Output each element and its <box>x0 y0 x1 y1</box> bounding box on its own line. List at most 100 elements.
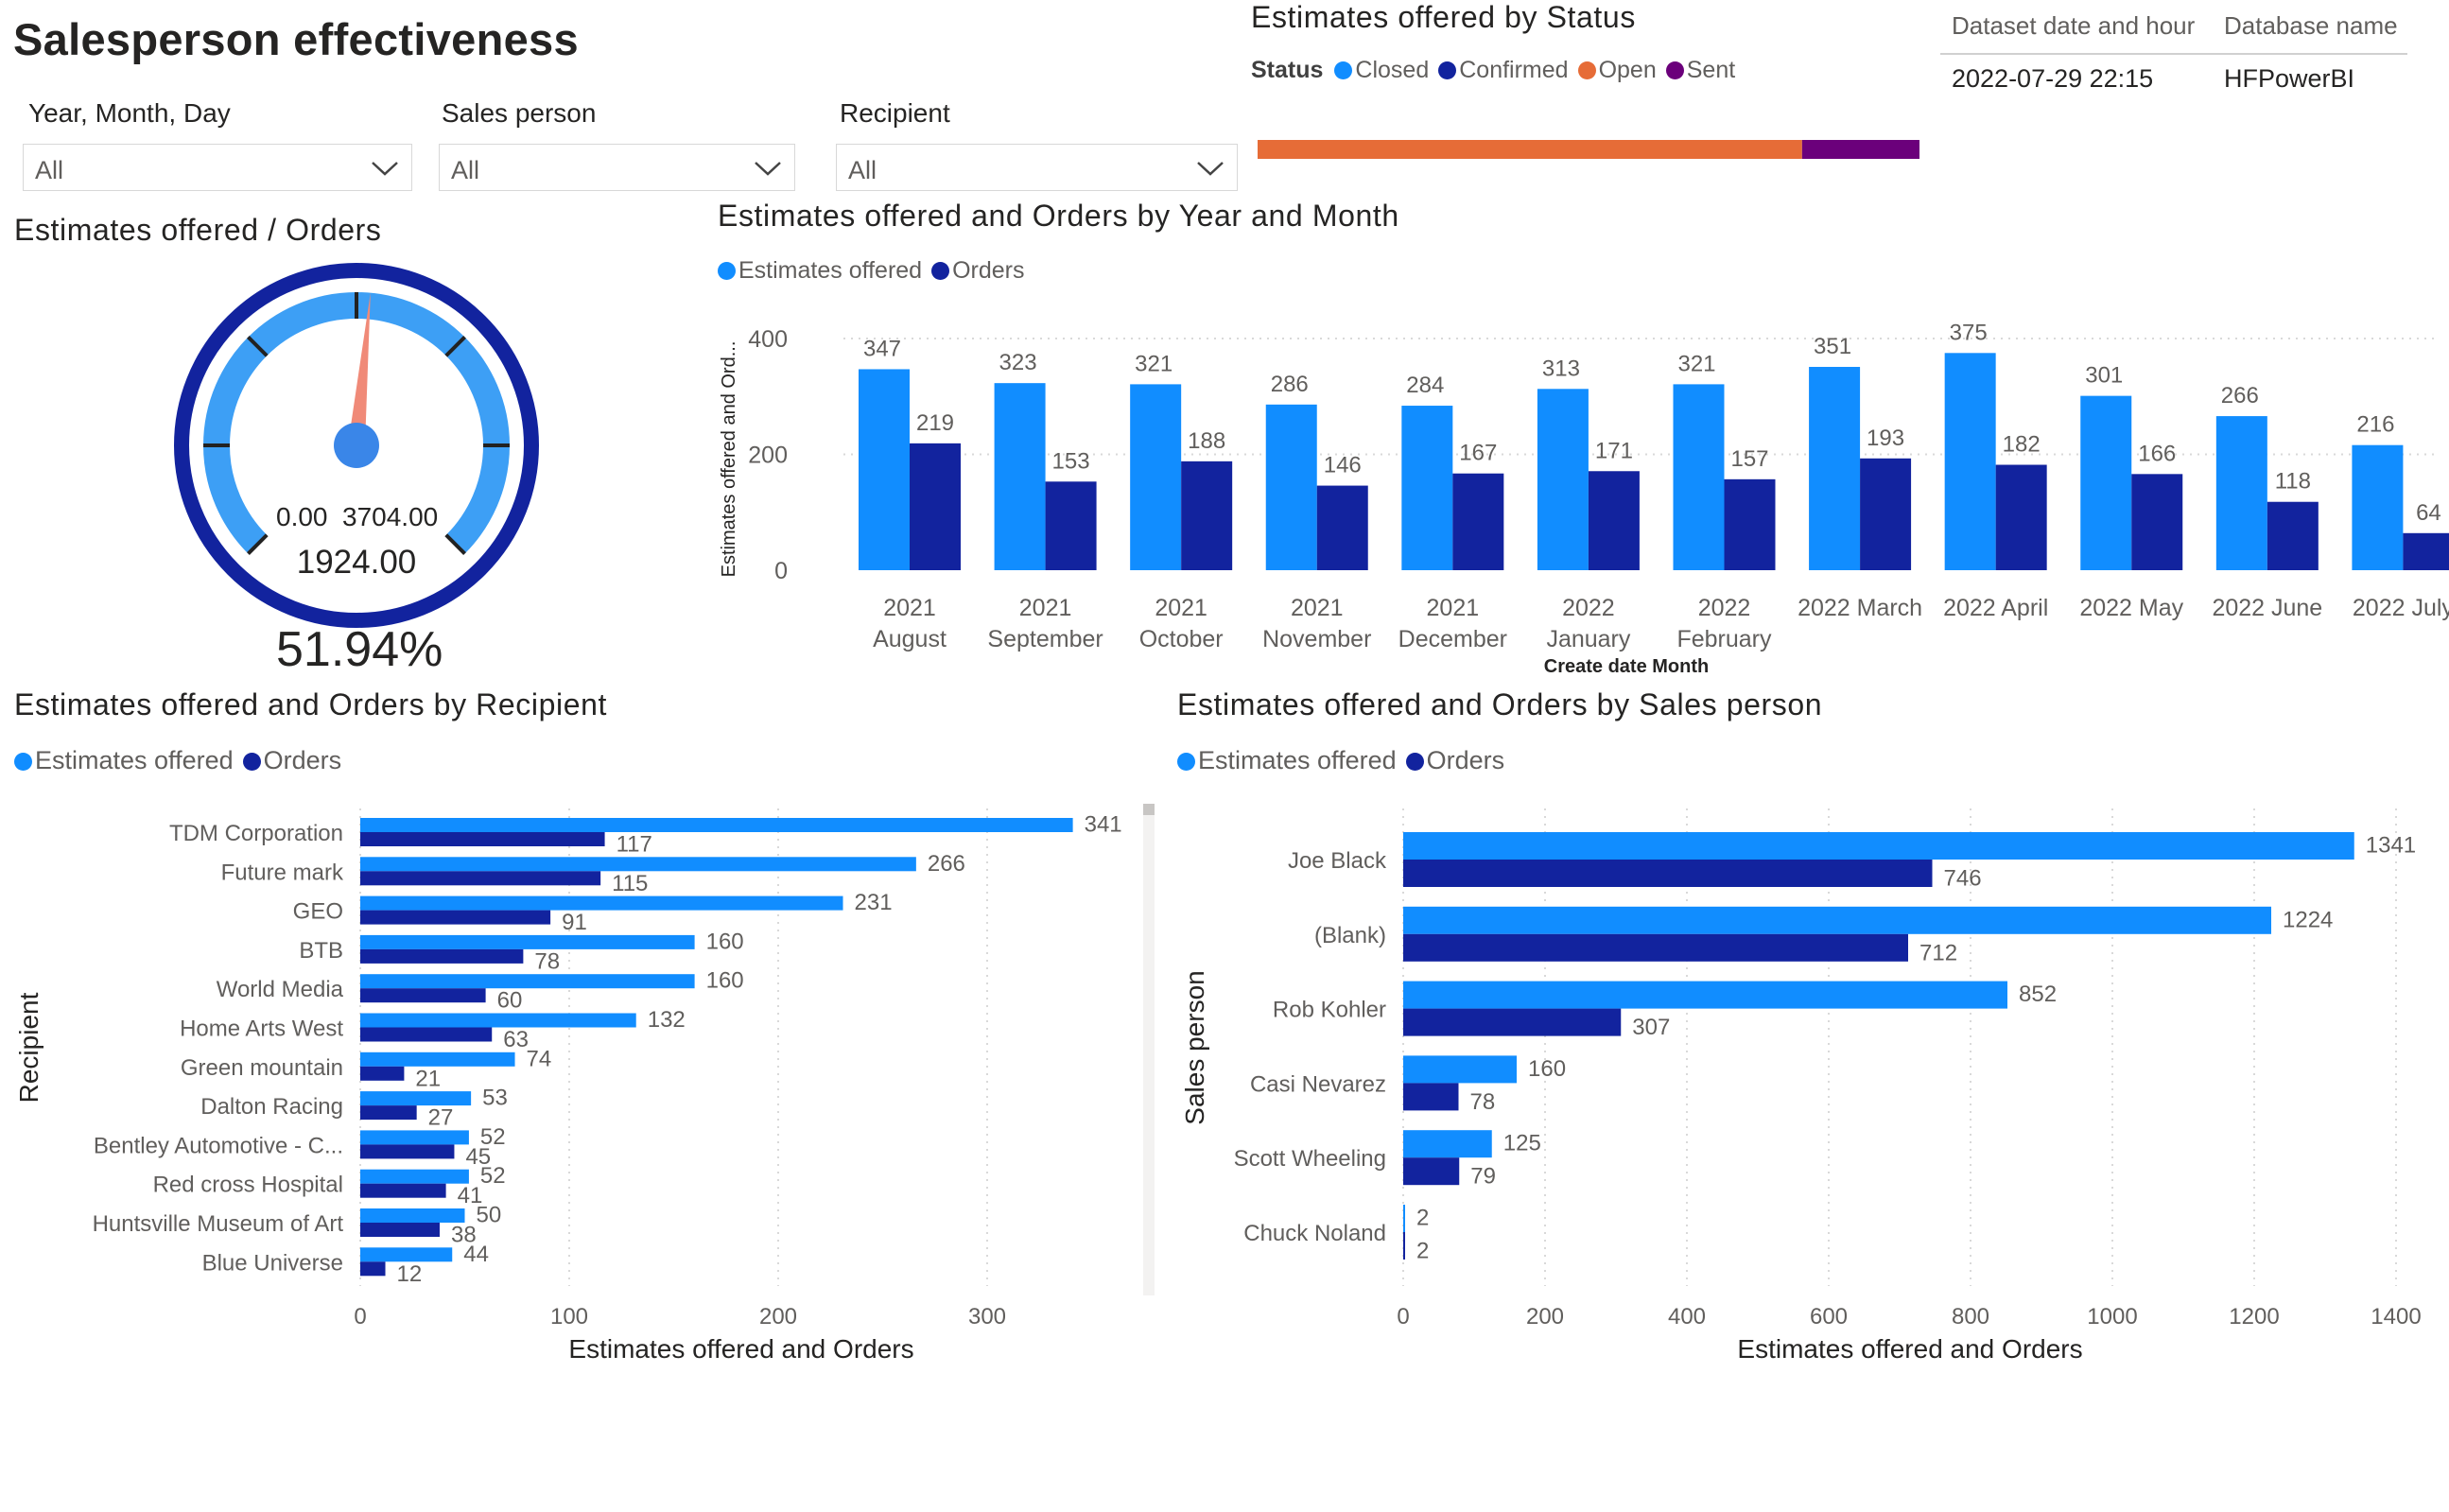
bar-orders-3[interactable] <box>360 948 524 964</box>
data-label: 79 <box>1470 1164 1496 1190</box>
bar-estimates-6[interactable] <box>360 1051 515 1067</box>
bar-estimates-2[interactable] <box>1403 981 2007 1009</box>
bar-estimates-3[interactable] <box>360 934 695 949</box>
data-label: 27 <box>428 1105 454 1131</box>
bar-estimates-11[interactable] <box>360 1247 453 1262</box>
bar-estimates-7[interactable] <box>360 1091 472 1106</box>
bar-estimates-0[interactable] <box>859 369 910 570</box>
data-label: 171 <box>1595 438 1633 463</box>
data-label: 347 <box>863 336 901 361</box>
bar-estimates-8[interactable] <box>360 1130 469 1145</box>
bar-estimates-3[interactable] <box>1403 1055 1517 1084</box>
bar-orders-3[interactable] <box>1316 485 1368 570</box>
bar-orders-1[interactable] <box>360 871 601 886</box>
legend-orders-label: Orders <box>263 746 342 774</box>
bar-orders-9[interactable] <box>2131 474 2183 570</box>
gauge-percent: 51.94% <box>276 622 443 677</box>
bar-orders-7[interactable] <box>360 1105 417 1121</box>
bar-orders-10[interactable] <box>360 1223 440 1237</box>
bar-orders-0[interactable] <box>1403 860 1933 887</box>
bar-orders-10[interactable] <box>2267 501 2319 570</box>
bar-estimates-11[interactable] <box>2352 444 2404 570</box>
bar-estimates-5[interactable] <box>360 1013 636 1028</box>
bar-orders-9[interactable] <box>360 1183 446 1198</box>
bar-estimates-2[interactable] <box>360 895 843 911</box>
category-label: Bentley Automotive - C... <box>94 1133 343 1158</box>
legend-orders[interactable]: Orders <box>931 257 1025 284</box>
bar-orders-3[interactable] <box>1403 1083 1459 1111</box>
legend-estimates[interactable]: Estimates offered <box>14 746 234 774</box>
legend-estimates[interactable]: Estimates offered <box>718 257 922 284</box>
legend-closed[interactable]: Closed <box>1334 57 1429 83</box>
bar-orders-11[interactable] <box>360 1261 386 1277</box>
legend-confirmed[interactable]: Confirmed <box>1438 57 1569 83</box>
bar-orders-1[interactable] <box>1045 481 1097 570</box>
bar-orders-7[interactable] <box>1860 458 1912 570</box>
gauge-outer-ring <box>174 263 539 628</box>
legend-orders[interactable]: Orders <box>242 746 342 774</box>
slicer-date-dropdown[interactable]: All <box>23 144 412 191</box>
x-tick-label: February <box>1676 626 1772 652</box>
data-label: 286 <box>1271 372 1309 397</box>
status-segment-sent[interactable] <box>1801 140 1919 159</box>
category-label: Future mark <box>221 860 344 885</box>
bar-estimates-9[interactable] <box>360 1169 469 1184</box>
bar-orders-4[interactable] <box>1403 1157 1460 1186</box>
bar-estimates-1[interactable] <box>1403 906 2271 934</box>
y-axis-title: Sales person <box>1180 970 1209 1124</box>
bar-estimates-10[interactable] <box>2215 416 2267 570</box>
bar-orders-6[interactable] <box>1724 478 1776 570</box>
bar-estimates-1[interactable] <box>360 857 916 872</box>
bar-orders-4[interactable] <box>1452 473 1504 570</box>
x-axis-title: Estimates offered and Orders <box>1737 1334 2082 1364</box>
bar-orders-5[interactable] <box>1588 471 1640 570</box>
data-label: 21 <box>415 1066 441 1091</box>
bar-estimates-6[interactable] <box>1673 384 1725 570</box>
bar-orders-8[interactable] <box>360 1144 455 1159</box>
legend-orders[interactable]: Orders <box>1405 746 1504 774</box>
month-chart-legend: Estimates offered Orders <box>718 257 1034 285</box>
x-tick-label: November <box>1262 626 1371 652</box>
data-label: 146 <box>1324 453 1362 478</box>
bar-orders-0[interactable] <box>910 443 961 570</box>
bar-estimates-4[interactable] <box>1401 406 1453 570</box>
bar-estimates-1[interactable] <box>994 383 1046 570</box>
salesperson-chart-legend: Estimates offered Orders <box>1177 746 1514 775</box>
bar-estimates-3[interactable] <box>1265 404 1317 570</box>
bar-estimates-8[interactable] <box>1944 353 1996 570</box>
slicer-salesperson-dropdown[interactable]: All <box>439 144 795 191</box>
scrollbar-track[interactable] <box>1143 804 1155 1295</box>
bar-estimates-0[interactable] <box>1403 832 2354 860</box>
bar-estimates-5[interactable] <box>1537 389 1589 570</box>
scrollbar-thumb[interactable] <box>1143 804 1155 815</box>
status-segment-open[interactable] <box>1258 140 1802 159</box>
bar-orders-1[interactable] <box>1403 933 1908 962</box>
bar-estimates-5[interactable] <box>1403 1205 1405 1232</box>
bar-estimates-4[interactable] <box>1403 1130 1492 1158</box>
bar-orders-11[interactable] <box>2403 532 2449 570</box>
category-label: (Blank) <box>1314 923 1386 948</box>
bar-estimates-7[interactable] <box>1809 367 1861 570</box>
data-label: 216 <box>2356 412 2394 438</box>
bar-orders-2[interactable] <box>1181 461 1233 570</box>
bar-estimates-4[interactable] <box>360 974 695 989</box>
bar-orders-5[interactable] <box>360 1027 493 1042</box>
bar-estimates-9[interactable] <box>2080 395 2132 570</box>
bar-estimates-0[interactable] <box>360 818 1073 832</box>
legend-estimates[interactable]: Estimates offered <box>1177 746 1397 774</box>
bar-orders-6[interactable] <box>360 1066 405 1081</box>
legend-open[interactable]: Open <box>1577 57 1657 83</box>
bar-orders-8[interactable] <box>1995 464 2047 570</box>
legend-sent[interactable]: Sent <box>1665 57 1735 83</box>
slicer-recipient-dropdown[interactable]: All <box>836 144 1238 191</box>
bar-orders-2[interactable] <box>360 910 551 925</box>
bar-estimates-2[interactable] <box>1130 384 1182 570</box>
bar-orders-0[interactable] <box>360 832 605 846</box>
gauge-chart: 0.00 3704.00 1924.00 <box>174 263 539 628</box>
bar-orders-5[interactable] <box>1403 1232 1405 1260</box>
bar-estimates-10[interactable] <box>360 1208 465 1223</box>
bar-orders-2[interactable] <box>1403 1008 1622 1036</box>
bar-orders-4[interactable] <box>360 988 486 1003</box>
data-label: 132 <box>648 1007 686 1033</box>
slicer-date-label: Year, Month, Day <box>28 98 231 128</box>
